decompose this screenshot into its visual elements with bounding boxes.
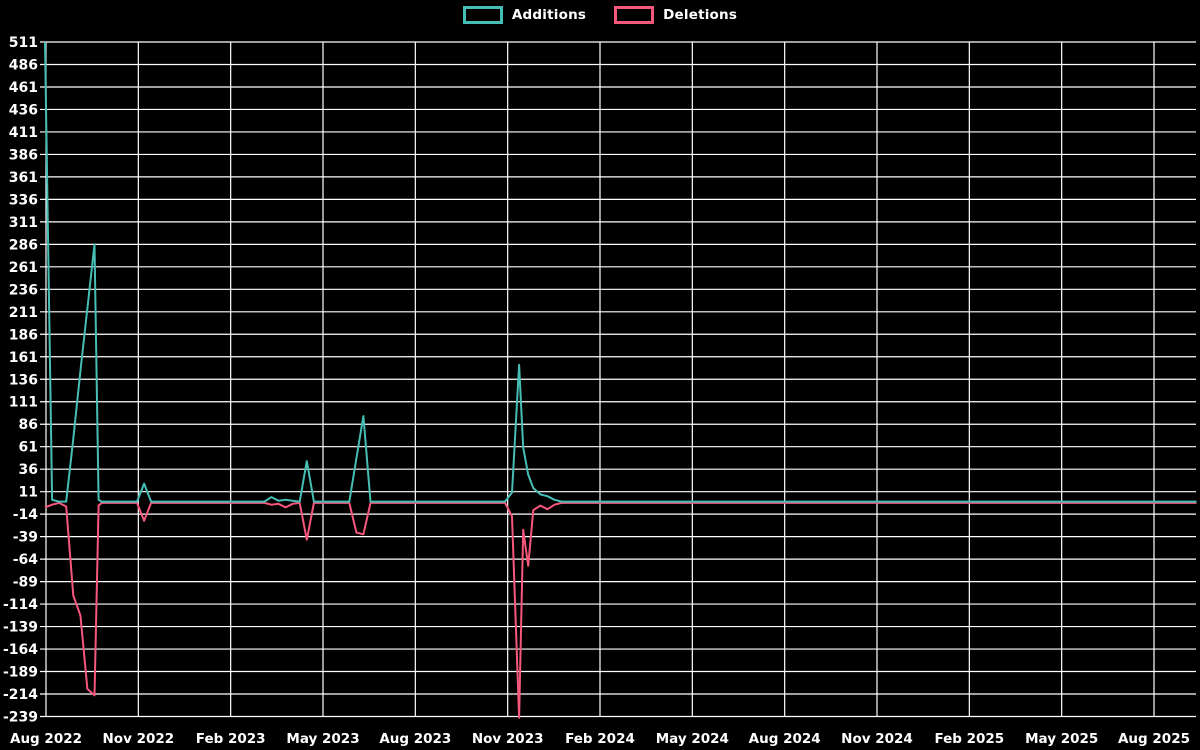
x-tick-label: Nov 2022 (103, 731, 175, 747)
y-tick-label: -139 (3, 620, 38, 636)
y-tick-label: -189 (3, 665, 38, 681)
y-tick-label: -14 (13, 507, 39, 523)
y-tick-label: -64 (13, 552, 39, 568)
x-tick-label: May 2023 (286, 731, 359, 747)
y-tick-label: 236 (9, 282, 38, 298)
y-tick-label: -214 (3, 687, 38, 703)
y-tick-label: 361 (9, 170, 38, 186)
x-tick-label: Feb 2025 (934, 731, 1004, 747)
y-tick-label: 486 (9, 57, 38, 73)
legend-label-deletions: Deletions (663, 7, 738, 23)
x-tick-label: Aug 2022 (10, 731, 82, 747)
series-line-additions (44, 41, 1197, 503)
y-tick-label: 211 (9, 305, 38, 321)
x-tick-label: Feb 2023 (196, 731, 266, 747)
legend-label-additions: Additions (511, 7, 587, 23)
legend-item-additions[interactable]: Additions (462, 6, 587, 24)
y-tick-label: 411 (9, 125, 38, 141)
y-tick-label: 511 (9, 35, 38, 51)
y-tick-label: 161 (9, 350, 38, 366)
x-tick-label: May 2025 (1025, 731, 1098, 747)
x-tick-label: Feb 2024 (565, 731, 635, 747)
y-tick-label: 186 (9, 327, 38, 343)
y-tick-label: -239 (3, 710, 38, 726)
y-tick-label: 86 (19, 417, 38, 433)
y-tick-label: 11 (19, 485, 38, 501)
legend-item-deletions[interactable]: Deletions (614, 6, 737, 24)
y-tick-label: 136 (9, 372, 38, 388)
y-tick-label: 61 (19, 440, 38, 456)
y-tick-label: 386 (9, 147, 38, 163)
x-tick-label: May 2024 (656, 731, 729, 747)
y-tick-label: -164 (3, 642, 38, 658)
deletions-swatch-icon (614, 6, 655, 24)
y-tick-label: 436 (9, 102, 38, 118)
x-tick-label: Nov 2023 (472, 731, 544, 747)
chart-legend: Additions Deletions (0, 6, 1200, 24)
y-tick-label: 336 (9, 192, 38, 208)
additions-swatch-icon (462, 6, 503, 24)
y-tick-label: 261 (9, 260, 38, 276)
y-tick-label: 111 (9, 395, 38, 411)
y-tick-label: 461 (9, 80, 38, 96)
y-tick-label: -39 (13, 530, 38, 546)
y-tick-label: -114 (3, 597, 38, 613)
x-tick-label: Nov 2024 (841, 731, 913, 747)
series-line-deletions (44, 501, 1197, 719)
y-tick-label: 286 (9, 237, 38, 253)
x-tick-label: Aug 2025 (1118, 731, 1190, 747)
y-tick-label: 311 (9, 215, 38, 231)
y-tick-label: 36 (19, 462, 38, 478)
x-tick-label: Aug 2024 (749, 731, 821, 747)
y-tick-label: -89 (13, 575, 38, 591)
x-tick-label: Aug 2023 (379, 731, 451, 747)
